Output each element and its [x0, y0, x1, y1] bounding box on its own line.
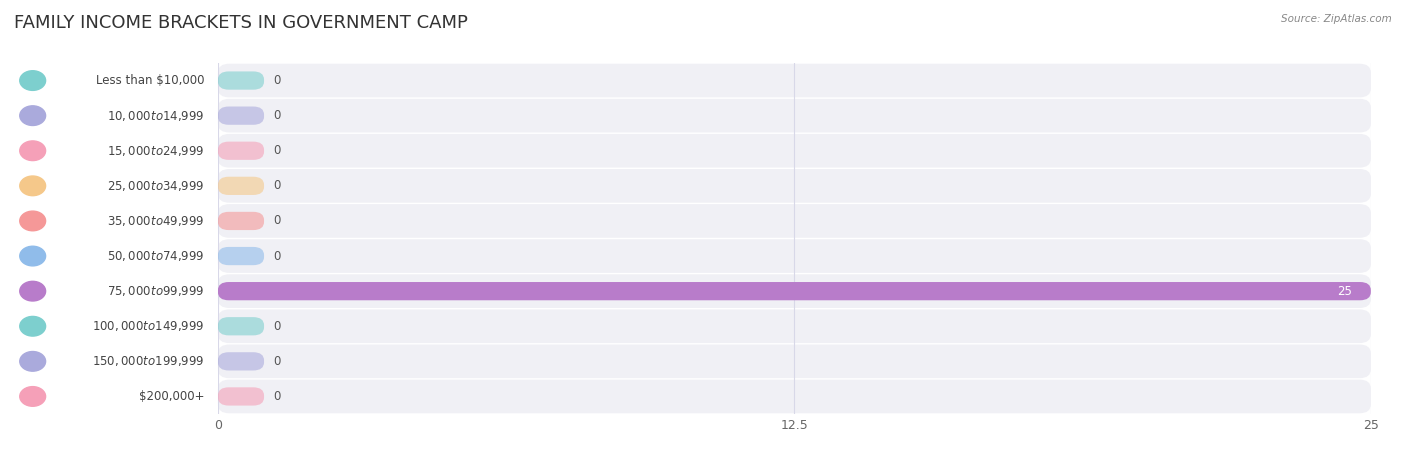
Text: Source: ZipAtlas.com: Source: ZipAtlas.com — [1281, 14, 1392, 23]
Text: 0: 0 — [273, 180, 281, 192]
Circle shape — [20, 351, 45, 371]
Text: Less than $10,000: Less than $10,000 — [96, 74, 204, 87]
Text: 0: 0 — [273, 74, 281, 87]
Circle shape — [20, 141, 45, 161]
FancyBboxPatch shape — [218, 317, 264, 335]
Text: 0: 0 — [273, 250, 281, 262]
FancyBboxPatch shape — [218, 387, 264, 405]
FancyBboxPatch shape — [218, 282, 1371, 300]
FancyBboxPatch shape — [218, 310, 1371, 343]
FancyBboxPatch shape — [218, 169, 1371, 202]
Text: $10,000 to $14,999: $10,000 to $14,999 — [107, 108, 204, 123]
Circle shape — [20, 387, 45, 406]
FancyBboxPatch shape — [218, 177, 264, 195]
Circle shape — [20, 316, 45, 336]
Text: 0: 0 — [273, 215, 281, 227]
Text: $15,000 to $24,999: $15,000 to $24,999 — [107, 144, 204, 158]
FancyBboxPatch shape — [218, 274, 1371, 308]
FancyBboxPatch shape — [218, 107, 264, 125]
Circle shape — [20, 281, 45, 301]
Text: $200,000+: $200,000+ — [139, 390, 204, 403]
FancyBboxPatch shape — [218, 64, 1371, 97]
Circle shape — [20, 106, 45, 126]
Text: 25: 25 — [1337, 285, 1353, 297]
FancyBboxPatch shape — [218, 134, 1371, 167]
Circle shape — [20, 246, 45, 266]
FancyBboxPatch shape — [218, 212, 264, 230]
Text: $50,000 to $74,999: $50,000 to $74,999 — [107, 249, 204, 263]
FancyBboxPatch shape — [218, 239, 1371, 273]
Text: 0: 0 — [273, 320, 281, 333]
Text: 0: 0 — [273, 144, 281, 157]
Text: $25,000 to $34,999: $25,000 to $34,999 — [107, 179, 204, 193]
FancyBboxPatch shape — [218, 142, 264, 160]
FancyBboxPatch shape — [218, 345, 1371, 378]
Text: FAMILY INCOME BRACKETS IN GOVERNMENT CAMP: FAMILY INCOME BRACKETS IN GOVERNMENT CAM… — [14, 14, 468, 32]
FancyBboxPatch shape — [218, 204, 1371, 238]
FancyBboxPatch shape — [218, 352, 264, 370]
Text: $35,000 to $49,999: $35,000 to $49,999 — [107, 214, 204, 228]
Circle shape — [20, 176, 45, 196]
Text: 0: 0 — [273, 355, 281, 368]
Text: 0: 0 — [273, 109, 281, 122]
FancyBboxPatch shape — [218, 380, 1371, 413]
Text: $75,000 to $99,999: $75,000 to $99,999 — [107, 284, 204, 298]
Circle shape — [20, 211, 45, 231]
Circle shape — [20, 71, 45, 90]
Text: $150,000 to $199,999: $150,000 to $199,999 — [91, 354, 204, 369]
Text: 0: 0 — [273, 390, 281, 403]
FancyBboxPatch shape — [218, 72, 264, 90]
FancyBboxPatch shape — [218, 247, 264, 265]
FancyBboxPatch shape — [218, 99, 1371, 132]
Text: $100,000 to $149,999: $100,000 to $149,999 — [91, 319, 204, 333]
